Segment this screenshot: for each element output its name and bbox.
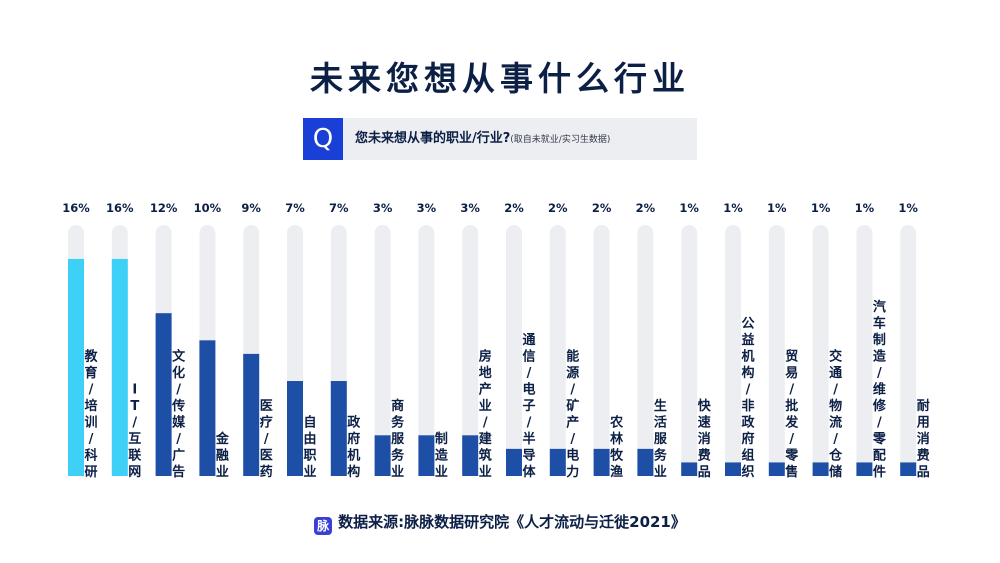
- bar: [856, 462, 873, 476]
- data-label: 2%: [548, 201, 568, 215]
- bar-track: [637, 225, 654, 476]
- bar-track: [374, 225, 391, 476]
- bar-track: [856, 225, 873, 476]
- data-label: 2%: [636, 201, 656, 215]
- question-note: (取自未就业/实习生数据): [510, 135, 611, 145]
- bar: [681, 462, 698, 476]
- bar: [199, 340, 216, 476]
- question-box: Q 您未来想从事的职业/行业?(取自未就业/实习生数据): [303, 118, 697, 160]
- category-label: 贸易/批发/零售: [784, 349, 799, 481]
- bar: [768, 462, 785, 476]
- category-label: 通信/电子/半导体: [522, 332, 536, 480]
- category-label: 文化/传媒/广告: [171, 349, 186, 481]
- bar: [462, 435, 479, 476]
- category-label: 政府机构: [347, 415, 361, 481]
- bar-track: [549, 225, 566, 476]
- page-title: 未来您想从事什么行业: [310, 59, 690, 98]
- data-label: 3%: [460, 201, 480, 215]
- category-label: 能源/矿产/电力: [566, 349, 579, 481]
- data-label: 7%: [285, 201, 305, 215]
- category-label: 教育/培训/科研: [83, 349, 98, 481]
- source-text: 数据来源:脉脉数据研究院《人才流动与迁徙2021》: [338, 513, 686, 531]
- data-label: 1%: [767, 201, 787, 215]
- bar: [418, 435, 435, 476]
- maimai-logo-icon: 脉: [314, 517, 333, 535]
- question-text-row: 您未来想从事的职业/行业?(取自未就业/实习生数据): [355, 118, 610, 160]
- category-label: 交通/物流/仓储: [828, 349, 843, 481]
- bar-track: [593, 225, 610, 476]
- data-label: 1%: [679, 201, 699, 215]
- data-label: 7%: [329, 201, 349, 215]
- data-label: 16%: [106, 201, 134, 215]
- bar-track: [418, 225, 435, 476]
- category-label: 农林牧渔: [609, 415, 624, 481]
- bar: [243, 353, 260, 476]
- bar-track: [900, 225, 917, 476]
- category-label: 生活服务业: [654, 398, 668, 480]
- data-label: 16%: [62, 201, 90, 215]
- category-label: 金融业: [215, 431, 230, 480]
- bar-track: [462, 225, 479, 476]
- category-label: I T/互联网: [128, 383, 141, 481]
- bar: [111, 258, 128, 476]
- data-label: 9%: [241, 201, 261, 215]
- bar: [637, 448, 654, 476]
- bar-track: [506, 225, 522, 476]
- bar: [725, 462, 741, 476]
- source-line: 脉数据来源:脉脉数据研究院《人才流动与迁徙2021》: [0, 511, 1000, 535]
- bar: [330, 381, 347, 476]
- data-label: 3%: [417, 201, 437, 215]
- category-label: 公益机构/非政府组织: [741, 317, 755, 481]
- data-label: 3%: [373, 201, 393, 215]
- data-label: 10%: [194, 201, 222, 215]
- category-label: 汽车制造/维修/零配件: [872, 299, 887, 480]
- category-label: 制造业: [435, 431, 449, 480]
- bar: [506, 448, 522, 476]
- bar: [287, 381, 303, 476]
- bar: [68, 258, 84, 476]
- bar: [155, 313, 172, 476]
- bar: [374, 435, 391, 476]
- bar: [549, 448, 566, 476]
- category-label: 自由职业: [303, 415, 316, 481]
- bar: [593, 448, 610, 476]
- category-label: 快速消费品: [698, 398, 712, 480]
- bar-chart: 16% 教育/培训/科研 16% I T/互联网 12% 文化/传媒/广告 10% 金融业 9% 医…: [62, 201, 930, 481]
- bar-track: [768, 225, 785, 476]
- data-label: 1%: [898, 201, 918, 215]
- data-label: 12%: [150, 201, 178, 215]
- bar-track: [725, 225, 741, 476]
- data-label: 1%: [855, 201, 875, 215]
- bar: [812, 462, 829, 476]
- data-label: 1%: [723, 201, 743, 215]
- question-icon: Q: [303, 118, 343, 160]
- bar-track: [812, 225, 829, 476]
- data-label: 2%: [504, 201, 524, 215]
- bar-track: [681, 225, 698, 476]
- category-label: 医疗/医药: [260, 399, 273, 480]
- category-label: 耐用消费品: [916, 398, 930, 480]
- category-label: 房地产业/建筑业: [479, 349, 492, 481]
- data-label: 1%: [811, 201, 831, 215]
- question-text: 您未来想从事的职业/行业?: [355, 131, 511, 146]
- category-label: 商务服务业: [391, 398, 405, 480]
- bar: [900, 462, 917, 476]
- data-label: 2%: [592, 201, 612, 215]
